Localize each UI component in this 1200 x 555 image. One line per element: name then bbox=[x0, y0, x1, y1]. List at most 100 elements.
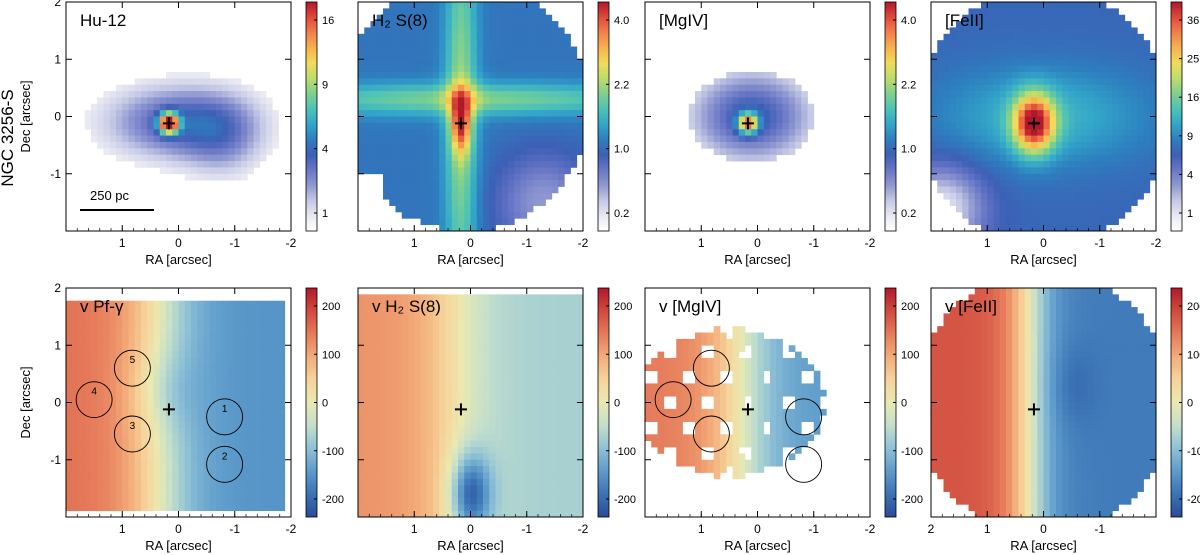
heatmap-cell bbox=[489, 65, 496, 73]
heatmap-cell bbox=[241, 135, 248, 143]
heatmap-cell bbox=[526, 135, 534, 143]
heatmap-cell bbox=[458, 205, 465, 213]
heatmap-cell bbox=[1024, 135, 1032, 143]
heatmap-cell bbox=[1081, 8, 1088, 16]
heatmap-cell bbox=[414, 294, 421, 302]
heatmap-cell bbox=[738, 97, 746, 105]
heatmap-cell bbox=[420, 319, 428, 327]
heatmap-cell bbox=[209, 389, 217, 397]
heatmap-cell bbox=[726, 154, 733, 162]
heatmap-cell bbox=[197, 453, 204, 461]
heatmap-cell bbox=[445, 52, 453, 60]
heatmap-cell bbox=[1068, 52, 1076, 60]
heatmap-cell bbox=[1093, 84, 1101, 92]
heatmap-cell bbox=[451, 129, 459, 136]
heatmap-cell bbox=[153, 307, 161, 314]
heatmap-cell bbox=[401, 370, 409, 378]
heatmap-cell bbox=[788, 135, 796, 143]
heatmap-cell bbox=[234, 396, 242, 403]
y-tick-label: 0 bbox=[54, 110, 61, 124]
heatmap-cell bbox=[228, 326, 236, 333]
heatmap-cell bbox=[495, 65, 503, 73]
heatmap-cell bbox=[539, 59, 546, 67]
heatmap-cell bbox=[707, 110, 715, 117]
heatmap-cell bbox=[134, 161, 142, 168]
heatmap-cell bbox=[228, 167, 236, 175]
heatmap-cell bbox=[209, 440, 217, 448]
heatmap-cell bbox=[483, 27, 490, 35]
heatmap-cell bbox=[222, 97, 229, 105]
heatmap-cell bbox=[476, 33, 484, 41]
heatmap-cell bbox=[514, 186, 521, 194]
heatmap-cell bbox=[134, 357, 142, 365]
heatmap-cell bbox=[358, 59, 365, 67]
heatmap-cell bbox=[383, 440, 390, 448]
heatmap-cell bbox=[1074, 116, 1082, 124]
heatmap-cell bbox=[401, 491, 409, 499]
heatmap-cell bbox=[1024, 97, 1032, 105]
heatmap-cell bbox=[433, 97, 440, 105]
heatmap-cell bbox=[776, 97, 783, 105]
heatmap-cell bbox=[364, 427, 371, 435]
heatmap-cell bbox=[141, 421, 148, 429]
heatmap-cell bbox=[97, 389, 104, 397]
heatmap-cell bbox=[383, 415, 390, 422]
heatmap-cell bbox=[408, 415, 415, 422]
heatmap-cell bbox=[999, 122, 1007, 130]
heatmap-cell bbox=[78, 421, 86, 429]
heatmap-cell bbox=[247, 402, 254, 410]
heatmap-cell bbox=[514, 180, 521, 187]
heatmap-cell bbox=[1018, 173, 1026, 181]
heatmap-cell bbox=[533, 65, 540, 73]
heatmap-cell bbox=[358, 167, 365, 175]
heatmap-cell bbox=[153, 459, 161, 467]
heatmap-cell bbox=[414, 154, 421, 162]
heatmap-cell bbox=[981, 211, 988, 219]
heatmap-cell bbox=[570, 129, 578, 136]
heatmap-cell bbox=[1049, 199, 1057, 206]
heatmap-cell bbox=[1081, 199, 1088, 206]
heatmap-cell bbox=[78, 440, 86, 448]
heatmap-cell bbox=[1118, 141, 1126, 149]
heatmap-cell bbox=[109, 370, 117, 378]
heatmap-cell bbox=[433, 402, 440, 410]
heatmap-cell bbox=[426, 421, 434, 429]
heatmap-cell bbox=[389, 472, 396, 480]
heatmap-cell bbox=[209, 161, 217, 168]
heatmap-cell bbox=[751, 110, 758, 117]
heatmap-cell bbox=[956, 129, 963, 136]
heatmap-cell bbox=[757, 135, 765, 143]
panel-mgiv: 1 0 -1 -2RA [arcsec][MgIV] 4.02.21.00.2 bbox=[644, 1, 916, 267]
heatmap-cell bbox=[526, 27, 534, 35]
heatmap-cell bbox=[109, 402, 117, 410]
heatmap-cell bbox=[370, 415, 378, 422]
heatmap-cell bbox=[401, 447, 409, 454]
heatmap-cell bbox=[483, 84, 490, 92]
heatmap-cell bbox=[993, 154, 1001, 162]
heatmap-cell bbox=[116, 141, 123, 149]
heatmap-cell bbox=[234, 421, 242, 429]
heatmap-cell bbox=[241, 421, 248, 429]
heatmap-cell bbox=[558, 103, 565, 111]
heatmap-cell bbox=[445, 415, 453, 422]
heatmap-cell bbox=[451, 199, 459, 206]
heatmap-cell bbox=[439, 478, 446, 486]
heatmap-cell bbox=[526, 2, 534, 9]
heatmap-cell bbox=[1037, 129, 1044, 136]
heatmap-cell bbox=[122, 497, 129, 505]
heatmap-cell bbox=[376, 84, 384, 92]
heatmap-cell bbox=[364, 408, 371, 416]
heatmap-cell bbox=[414, 357, 421, 365]
heatmap-cell bbox=[370, 466, 378, 473]
heatmap-cell bbox=[166, 326, 173, 333]
heatmap-cell bbox=[1087, 40, 1094, 47]
heatmap-cell bbox=[426, 110, 434, 117]
heatmap-cell bbox=[278, 345, 286, 353]
heatmap-cell bbox=[526, 65, 534, 73]
x-axis-label: RA [arcsec] bbox=[145, 538, 211, 553]
heatmap-cell bbox=[128, 116, 136, 124]
heatmap-cell bbox=[451, 466, 459, 473]
heatmap-cell bbox=[358, 300, 365, 308]
heatmap-cell bbox=[364, 377, 371, 384]
